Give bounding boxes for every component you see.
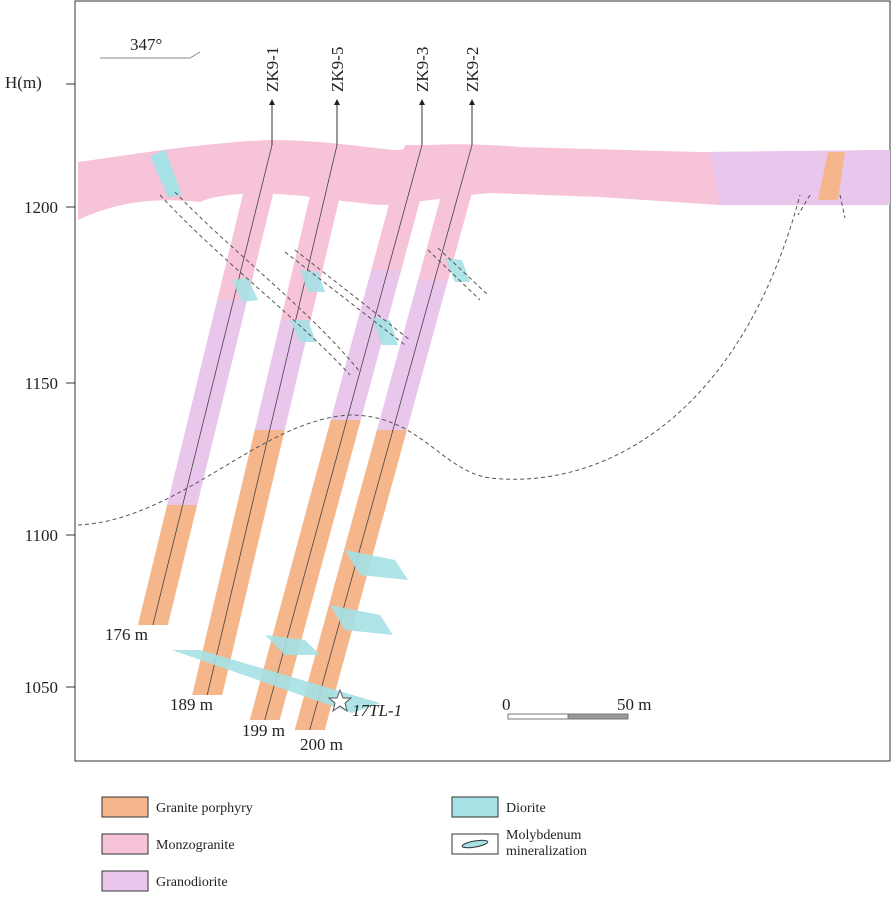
borehole-name: ZK9-3 [413,47,432,92]
y-tick-label: 1050 [24,678,58,697]
y-tick-label: 1200 [24,198,58,217]
legend-label: Diorite [506,801,546,816]
orientation-label: 347° [130,35,162,54]
legend-label: Granite porphyry [156,801,253,816]
sample-label: 17TL-1 [352,701,402,720]
frame [75,1,890,761]
borehole-depth: 189 m [170,695,213,714]
y-tick-label: 1150 [25,374,58,393]
granodiorite-section [167,300,247,505]
borehole-depth: 199 m [242,721,285,740]
borehole-name: ZK9-1 [263,47,282,92]
legend-label: Granodiorite [156,875,228,890]
legend-label: Monzogranite [156,838,235,853]
granodiorite-surface [710,150,890,205]
scale-end: 50 m [617,695,651,714]
scale-start: 0 [502,695,511,714]
scale-bar [568,714,628,719]
borehole-name: ZK9-5 [328,47,347,92]
scale-bar [508,714,568,719]
borehole-trace [207,145,337,695]
borehole-name: ZK9-2 [463,47,482,92]
axis-label: H(m) [5,73,42,92]
borehole-depth: 200 m [300,735,343,754]
page: {"orientation": "347°", "axis": {"label"… [0,0,891,900]
y-tick-label: 1100 [25,526,58,545]
cross-section: 347° H(m) 17TL-1 0 50 m Granite porphyry… [0,0,891,895]
legend: Granite porphyry Monzogranite Granodiori… [102,797,587,891]
borehole-depth: 176 m [105,625,148,644]
